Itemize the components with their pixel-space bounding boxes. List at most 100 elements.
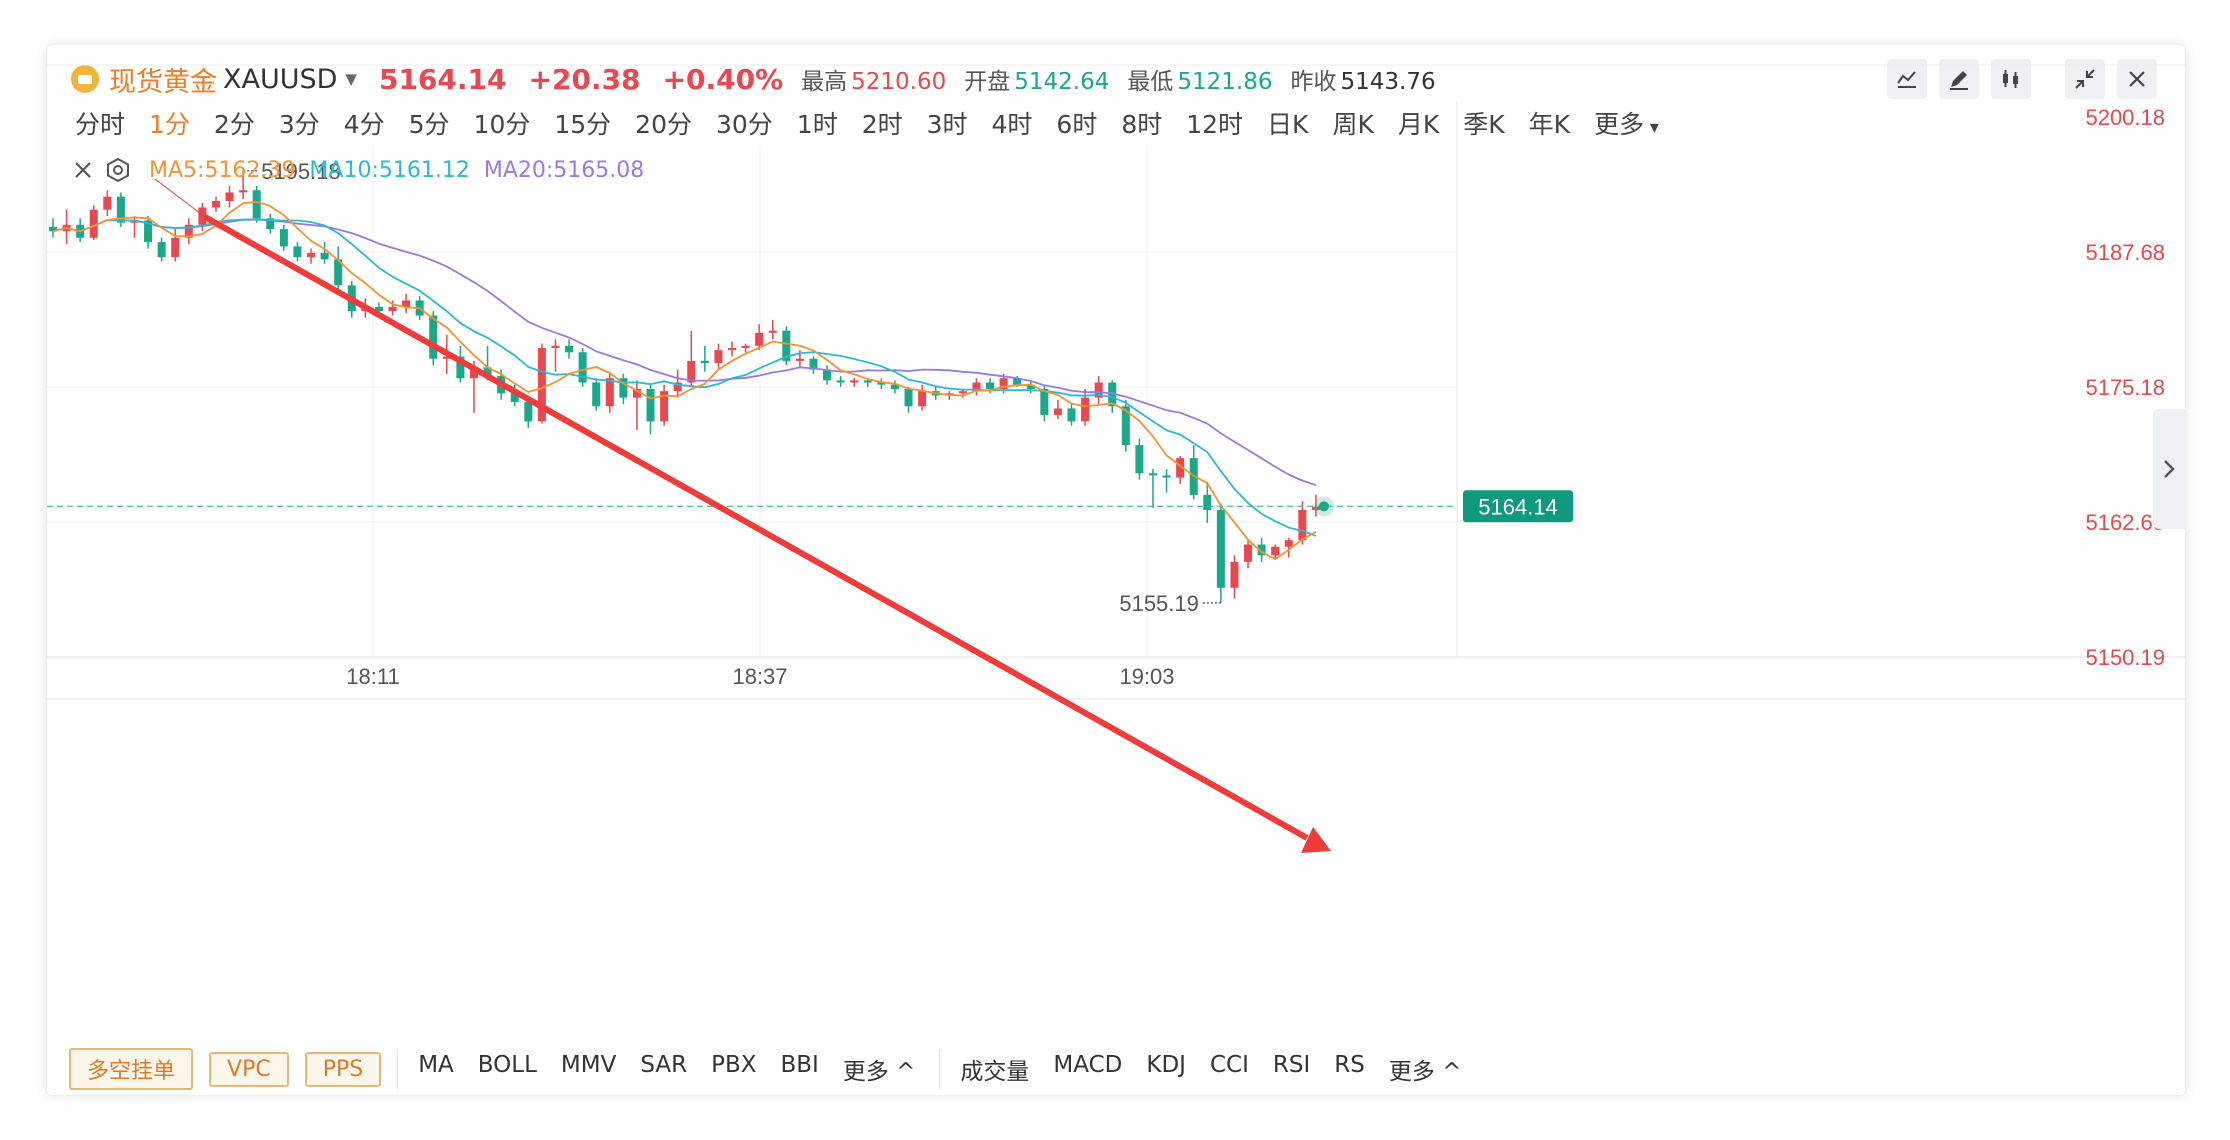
candle-body	[1081, 397, 1090, 422]
hide-indicator-close-icon[interactable]	[71, 158, 95, 182]
period-tab[interactable]: 10分	[473, 110, 531, 139]
period-tab[interactable]: 30分	[715, 110, 773, 139]
candle-body	[632, 388, 641, 398]
period-tab[interactable]: 20分	[635, 110, 692, 139]
candle-body	[619, 378, 628, 398]
sub-indicator[interactable]: MACD	[1053, 1052, 1123, 1078]
period-tab[interactable]: 季K	[1463, 110, 1505, 139]
main-indicator[interactable]: MA	[418, 1052, 454, 1078]
low-label: 5155.19	[1119, 591, 1199, 616]
period-tab[interactable]: 日K	[1267, 110, 1309, 139]
order-button-pps[interactable]: PPS	[304, 1051, 382, 1087]
sub-indicator[interactable]: CCI	[1209, 1052, 1249, 1078]
period-tab[interactable]: 3时	[926, 110, 968, 139]
period-tab[interactable]: 4分	[343, 110, 385, 139]
candle-body	[429, 315, 438, 359]
period-tab[interactable]: 年K	[1528, 110, 1571, 139]
instrument-symbol[interactable]: XAUUSD	[223, 63, 338, 95]
candle-body	[687, 360, 696, 383]
chart-toolbar	[1887, 59, 2157, 99]
candlestick-chart[interactable]: 5200.18 5187.68 5175.18 5162.69 5150.19 18:11…	[47, 45, 2185, 1045]
candlestick-icon[interactable]	[1991, 59, 2031, 99]
candle-body	[293, 246, 302, 258]
symbol-dropdown-icon[interactable]: ▼	[345, 70, 357, 88]
period-tab[interactable]: 月K	[1397, 110, 1440, 139]
indicator-bar: 多空挂单 VPC PPS MA BOLL MMV SAR PBX BBI 更多 ^ 成交量 M…	[47, 1043, 2185, 1095]
candle-body	[1040, 388, 1049, 415]
sub-indicator[interactable]: RSI	[1272, 1052, 1311, 1078]
chart-type-icon[interactable]	[1887, 59, 1927, 99]
candle-body	[972, 382, 981, 392]
candle-body	[510, 393, 519, 402]
candle-body	[116, 196, 125, 223]
indicator-settings-icon[interactable]	[105, 157, 131, 183]
period-tab[interactable]: 15分	[554, 110, 612, 139]
candle-body	[958, 391, 967, 394]
candle-body	[402, 300, 411, 307]
candle-body	[1135, 445, 1144, 474]
candle-body	[714, 350, 723, 364]
main-indicator[interactable]: BBI	[780, 1052, 819, 1078]
candle-body	[211, 201, 220, 208]
x-tick-label: 18:11	[346, 664, 399, 689]
candle-body	[456, 356, 465, 379]
candle-body	[266, 218, 275, 230]
period-tab[interactable]: 周K	[1332, 110, 1374, 139]
period-tab[interactable]: 6时	[1056, 110, 1098, 139]
candle-body	[252, 190, 261, 219]
quote-header: 现货黄金 XAUUSD ▼ 5164.14 +20.38 +0.40% 最高 52…	[71, 57, 1436, 101]
period-tabs: 分时 1分 2分 3分 4分 5分 10分 15分 20分 30分 1时 2时 3时 4时 6时 8时 12时日…	[75, 103, 1683, 143]
period-tab[interactable]: 分时	[75, 110, 126, 139]
candle-body	[1176, 458, 1185, 478]
period-tab[interactable]: 2分	[213, 110, 255, 139]
period-tab[interactable]: 更多 ▾	[1594, 110, 1659, 139]
period-tab[interactable]: 3分	[278, 110, 320, 139]
draw-pen-icon[interactable]	[1939, 59, 1979, 99]
candle-body	[1284, 540, 1293, 547]
candle-body	[918, 391, 927, 407]
period-tab[interactable]: 4时	[991, 110, 1033, 139]
candle-body	[999, 378, 1008, 389]
close-icon[interactable]	[2117, 59, 2157, 99]
main-indicator[interactable]: 更多 ^	[842, 1059, 916, 1085]
candle-body	[877, 382, 886, 385]
expand-panel-button[interactable]	[2153, 409, 2185, 529]
sub-indicator[interactable]: KDJ	[1146, 1052, 1186, 1078]
candle-body	[374, 306, 383, 312]
sub-indicator[interactable]: 更多 ^	[1388, 1059, 1462, 1085]
period-tab[interactable]: 5分	[408, 110, 450, 139]
candle-body	[768, 330, 777, 333]
trend-arrow-shaft	[203, 214, 1309, 841]
ma5-line	[52, 200, 1317, 561]
main-indicator[interactable]: SAR	[640, 1052, 688, 1078]
candle-body	[144, 220, 153, 243]
period-tab[interactable]: 12时	[1186, 110, 1244, 139]
candle-body	[483, 367, 492, 377]
main-indicator[interactable]: BOLL	[477, 1052, 537, 1078]
candle-body	[1067, 408, 1076, 422]
main-indicator[interactable]: MMV	[560, 1052, 617, 1078]
candle-body	[890, 384, 899, 389]
period-tab[interactable]: 8时	[1121, 110, 1163, 139]
high-label: 5195.18	[261, 159, 341, 184]
period-tab[interactable]: 1分	[149, 110, 190, 139]
candle-body	[1230, 561, 1239, 588]
period-tab[interactable]: 1时	[796, 110, 838, 139]
candle-body	[755, 332, 764, 346]
period-tab[interactable]: 2时	[861, 110, 903, 139]
candle-body	[279, 229, 288, 247]
candle-body	[850, 380, 859, 383]
candle-body	[1298, 509, 1307, 541]
collapse-icon[interactable]	[2065, 59, 2105, 99]
candle-body	[171, 237, 180, 258]
candle-body	[741, 345, 750, 348]
instrument-name[interactable]: 现货黄金	[109, 66, 217, 98]
main-indicator[interactable]: PBX	[711, 1052, 757, 1078]
order-button-long-short[interactable]: 多空挂单	[69, 1048, 194, 1090]
order-button-vpc[interactable]: VPC	[209, 1051, 289, 1087]
candle-body	[469, 367, 478, 379]
candle-body	[442, 356, 451, 359]
sub-indicator[interactable]: RS	[1334, 1052, 1365, 1078]
sub-indicator[interactable]: 成交量	[960, 1059, 1030, 1085]
stat-open: 开盘 5142.64	[964, 69, 1110, 95]
